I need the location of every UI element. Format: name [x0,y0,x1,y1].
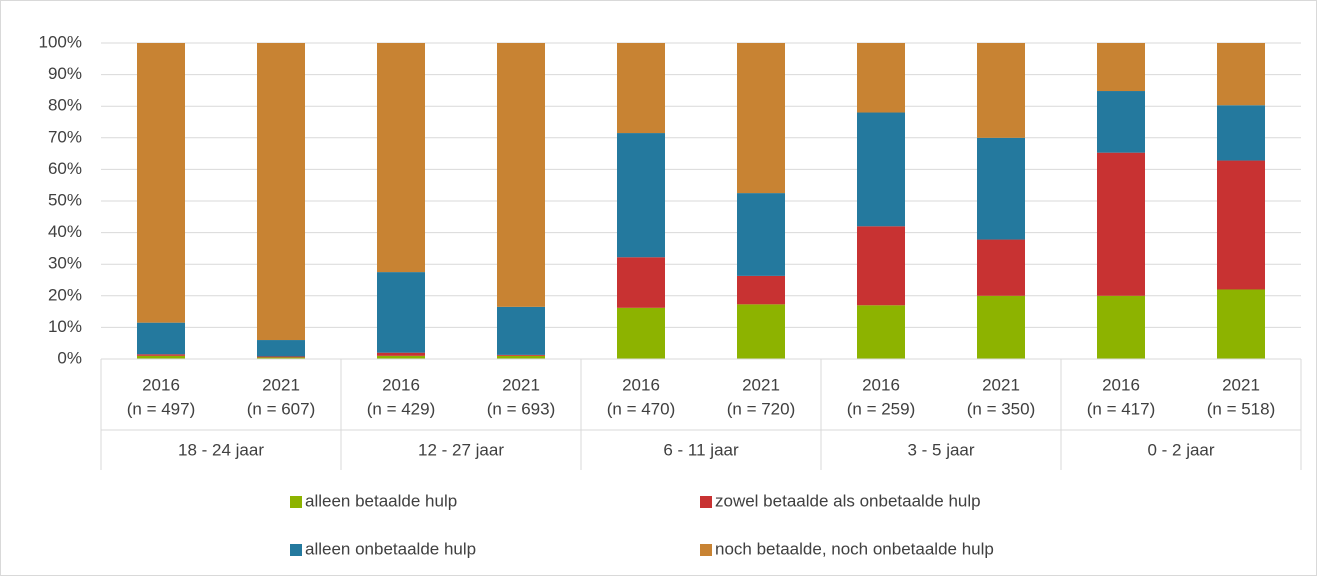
bar-segment [737,43,785,194]
x-tick-label: 2016 [142,375,180,394]
bar-segment [1097,91,1145,153]
y-tick-label: 100% [39,32,82,51]
sample-size-label: (n = 417) [1087,399,1156,418]
legend-label: alleen betaalde hulp [305,491,457,510]
x-tick-label: 2016 [1102,375,1140,394]
sample-size-label: (n = 518) [1207,399,1276,418]
y-tick-label: 90% [48,64,82,83]
bar-segment [257,357,305,359]
bar-segment [857,43,905,113]
bar-segment [1097,152,1145,296]
x-tick-label: 2016 [622,375,660,394]
y-tick-label: 80% [48,96,82,115]
bar-segment [137,322,185,355]
legend-label: alleen onbetaalde hulp [305,539,476,558]
bar-segment [1097,43,1145,92]
bar-segment [257,340,305,357]
group-label: 0 - 2 jaar [1147,440,1214,459]
bar-segment [977,295,1025,359]
bar-segment [257,43,305,341]
y-tick-label: 70% [48,127,82,146]
legend-label: noch betaalde, noch onbetaalde hulp [715,539,994,558]
bar-segment [1217,289,1265,359]
x-tick-label: 2016 [382,375,420,394]
y-tick-label: 20% [48,285,82,304]
x-tick-label: 2021 [1222,375,1260,394]
bar-segment [977,239,1025,296]
bar-segment [617,257,665,308]
group-label: 12 - 27 jaar [418,440,504,459]
y-tick-label: 40% [48,222,82,241]
bar-segment [857,226,905,306]
y-tick-label: 60% [48,159,82,178]
legend-swatch [700,544,712,556]
y-tick-label: 30% [48,254,82,273]
legend-swatch [290,544,302,556]
sample-size-label: (n = 429) [367,399,436,418]
bar-segment [617,307,665,359]
bar-segment [617,43,665,134]
y-tick-label: 0% [57,348,82,367]
bar-segment [377,352,425,356]
x-tick-label: 2021 [502,375,540,394]
x-tick-label: 2016 [862,375,900,394]
bar-segment [1217,43,1265,106]
sample-size-label: (n = 607) [247,399,316,418]
sample-size-label: (n = 497) [127,399,196,418]
bar-segment [257,356,305,358]
bar-segment [497,355,545,359]
sample-size-label: (n = 470) [607,399,676,418]
bar-segment [137,355,185,359]
x-tick-label: 2021 [262,375,300,394]
bar-segment [1097,295,1145,359]
group-label: 18 - 24 jaar [178,440,264,459]
legend-label: zowel betaalde als onbetaalde hulp [715,491,981,510]
bar-segment [1217,105,1265,161]
legend-swatch [700,496,712,508]
bar-segment [137,354,185,356]
bar-segment [737,193,785,276]
bar-segment [1217,160,1265,290]
bar-segment [497,43,545,307]
bar-segment [497,354,545,356]
bar-segment [737,304,785,359]
bar-segment [617,133,665,258]
bar-segment [497,306,545,355]
y-tick-label: 10% [48,317,82,336]
bar-segment [377,272,425,353]
sample-size-label: (n = 720) [727,399,796,418]
bar-segment [737,275,785,305]
sample-size-label: (n = 259) [847,399,916,418]
y-tick-label: 50% [48,190,82,209]
sample-size-label: (n = 693) [487,399,556,418]
legend-swatch [290,496,302,508]
bar-segment [857,112,905,227]
bar-segment [137,43,185,323]
group-label: 6 - 11 jaar [663,440,739,459]
bar-segment [377,43,425,273]
sample-size-label: (n = 350) [967,399,1036,418]
group-label: 3 - 5 jaar [907,440,974,459]
bar-segment [977,137,1025,240]
bar-segment [977,43,1025,138]
bar-segment [857,305,905,359]
x-tick-label: 2021 [742,375,780,394]
x-tick-label: 2021 [982,375,1020,394]
bar-segment [377,355,425,359]
